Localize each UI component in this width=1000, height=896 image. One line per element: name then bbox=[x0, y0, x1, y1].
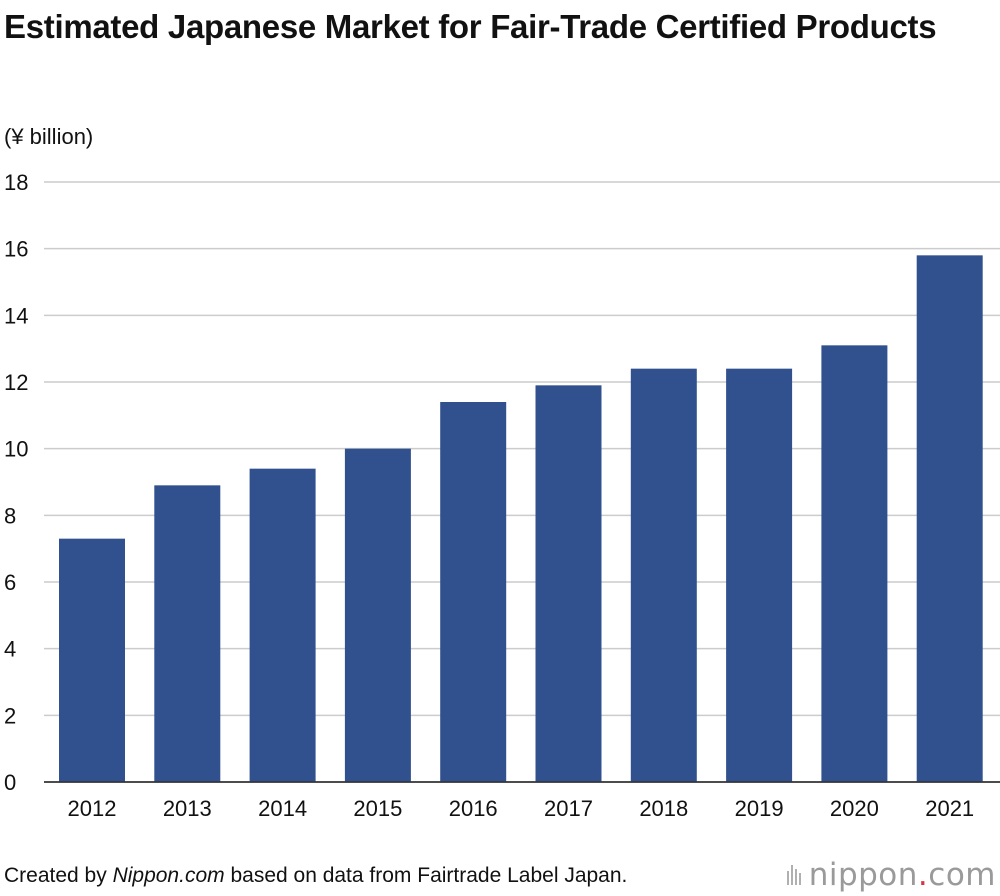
credit-prefix: Created by bbox=[4, 864, 113, 887]
bar-2013 bbox=[154, 485, 221, 782]
y-tick-label: 10 bbox=[4, 437, 28, 462]
bar-2015 bbox=[344, 448, 411, 782]
bar-2018 bbox=[630, 368, 697, 782]
x-tick-label: 2013 bbox=[163, 796, 212, 821]
nippon-logo: nippon. com bbox=[786, 857, 996, 893]
x-tick-label: 2016 bbox=[449, 796, 498, 821]
chart-title: Estimated Japanese Market for Fair-Trade… bbox=[4, 8, 937, 45]
y-tick-label: 6 bbox=[4, 570, 16, 595]
x-tick-label: 2021 bbox=[925, 796, 974, 821]
bar-2019 bbox=[726, 368, 793, 782]
y-tick-label: 14 bbox=[4, 303, 28, 328]
bar-2017 bbox=[535, 385, 602, 782]
y-tick-label: 18 bbox=[4, 170, 28, 195]
bar-2021 bbox=[916, 255, 983, 782]
y-tick-label: 2 bbox=[4, 703, 16, 728]
bars bbox=[44, 255, 1000, 783]
x-tick-label: 2015 bbox=[353, 796, 402, 821]
bar-2014 bbox=[249, 468, 316, 782]
y-tick-label: 0 bbox=[4, 770, 16, 795]
y-axis-ticks: 0 2 4 6 8 10 12 14 16 18 bbox=[4, 170, 28, 795]
y-axis-unit-label: (¥ billion) bbox=[4, 124, 94, 149]
logo-name: nippon bbox=[808, 857, 918, 893]
y-tick-label: 4 bbox=[4, 637, 16, 662]
bar-2012 bbox=[59, 538, 125, 782]
logo-dot: . bbox=[917, 857, 929, 893]
bar-chart: 0 2 4 6 8 10 12 14 16 18 2012 2013 2014 2015 2016 2017… bbox=[4, 170, 1000, 821]
x-tick-label: 2020 bbox=[830, 796, 879, 821]
y-tick-label: 16 bbox=[4, 237, 28, 262]
x-tick-label: 2012 bbox=[68, 796, 117, 821]
x-tick-label: 2019 bbox=[735, 796, 784, 821]
source-credit: Created by Nippon.com based on data from… bbox=[4, 864, 627, 888]
bar-2016 bbox=[440, 402, 507, 782]
logo-domain: com bbox=[928, 857, 996, 893]
credit-suffix: based on data from Fairtrade Label Japan… bbox=[224, 864, 628, 887]
y-tick-label: 8 bbox=[4, 503, 16, 528]
bar-2020 bbox=[821, 345, 888, 782]
y-tick-label: 12 bbox=[4, 370, 28, 395]
logo-bars-icon bbox=[786, 865, 801, 885]
x-tick-label: 2014 bbox=[258, 796, 307, 821]
x-tick-label: 2018 bbox=[639, 796, 688, 821]
x-axis-ticks: 2012 2013 2014 2015 2016 2017 2018 2019 2020 2021 bbox=[68, 796, 975, 821]
credit-site: Nippon.com bbox=[112, 864, 225, 887]
x-tick-label: 2017 bbox=[544, 796, 593, 821]
